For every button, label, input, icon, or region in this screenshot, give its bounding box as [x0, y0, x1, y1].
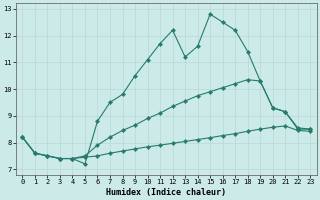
X-axis label: Humidex (Indice chaleur): Humidex (Indice chaleur) — [106, 188, 226, 197]
